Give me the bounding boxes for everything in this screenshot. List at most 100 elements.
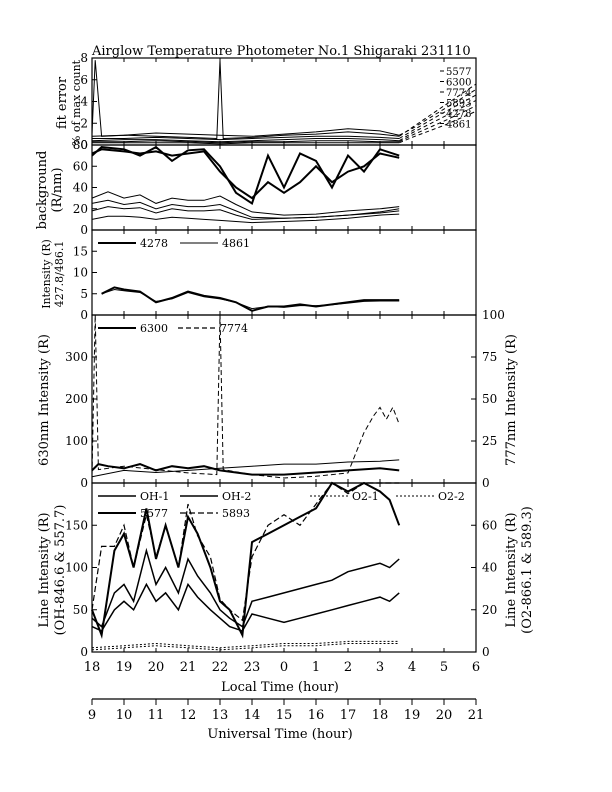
series-line-p5-OH-1 (91, 547, 400, 628)
p2-ytick-label: 80 (73, 138, 88, 152)
p1-ytick-label: 2 (80, 116, 88, 130)
xtick-local-label: 4 (408, 660, 416, 675)
p2-ytick-label: 60 (73, 159, 88, 173)
p2-ytick-label: 0 (80, 223, 88, 237)
p1-legend-7774: 7774 (446, 88, 471, 99)
p1-ylabel-1: fit error (55, 76, 70, 129)
series-tail-fit-5893 (398, 99, 477, 142)
p2-ylabel-1: background (35, 151, 50, 230)
p4-ytick-right-label: 25 (482, 434, 497, 448)
xaxis-local-label: Local Time (hour) (221, 680, 339, 695)
p3-ytick-label: 5 (80, 287, 88, 301)
p3-ytick-label: 0 (80, 308, 88, 322)
xtick-local-label: 0 (280, 660, 288, 675)
p3-ytick-label: 15 (73, 244, 88, 258)
p5-ytick-left-label: 50 (73, 603, 88, 617)
p1-ytick-label: 6 (80, 73, 88, 87)
xtick-local-label: 3 (376, 660, 384, 675)
series-line-p5-5893 (91, 482, 400, 622)
p4-ytick-left-label: 200 (65, 392, 88, 406)
p2-ytick-label: 20 (73, 202, 88, 216)
xtick-ut-label: 14 (244, 708, 261, 723)
p5-legend-oh1-label: OH-1 (140, 490, 169, 503)
p5-ytick-right-label: 0 (482, 645, 490, 659)
series-line-fit-5893 (91, 138, 400, 143)
p3-legend-4278-label: 4278 (140, 237, 168, 250)
xtick-local-label: 18 (84, 660, 101, 675)
series-line-int-4861 (101, 288, 400, 310)
xtick-ut-label: 11 (148, 708, 165, 723)
xtick-local-label: 5 (440, 660, 448, 675)
p4-legend-7774-label: 7774 (220, 322, 248, 335)
p4-ytick-right-label: 100 (482, 308, 505, 322)
xtick-ut-label: 9 (88, 708, 96, 723)
series-line-fit-5577 (91, 60, 400, 140)
p4-ytick-left-label: 100 (65, 434, 88, 448)
series-line-p5-5577 (91, 481, 401, 640)
series-line-p4-6300 (91, 463, 400, 476)
p1-ytick-label: 8 (80, 51, 88, 65)
p3-ytick-label: 10 (73, 266, 88, 280)
series-line-bg-c (91, 191, 400, 216)
xtick-ut-label: 21 (468, 708, 485, 723)
p4-ylabel-right: 777nm Intensity (R) (504, 334, 519, 466)
p5-ytick-right-label: 40 (482, 561, 497, 575)
p3-ylabel-1: Intensity (R) (40, 239, 53, 309)
p1-legend-5893: 5893 (446, 99, 471, 110)
series-line-p5-O2-2 (91, 643, 400, 651)
p1-ylabel-2: % of max count (70, 59, 83, 146)
p4-ytick-left-label: 0 (80, 476, 88, 490)
p5-ytick-right-label: 60 (482, 518, 497, 532)
p5-ylabel-left-1: Line Intensity (R) (37, 512, 52, 627)
p1-legend-4861: 4861 (446, 120, 471, 131)
series-tail-fit-4278 (398, 105, 477, 143)
series-line-bg-a (91, 145, 400, 205)
p3-ylabel-2: 427.8/486.1 (53, 241, 66, 308)
xtick-local-label: 1 (312, 660, 320, 675)
figure-title: Airglow Temperature Photometer No.1 Shig… (91, 44, 471, 59)
p4-ytick-right-label: 50 (482, 392, 497, 406)
p5-ytick-right-label: 20 (482, 603, 497, 617)
p5-legend-o22-label: O2-2 (438, 490, 465, 503)
p3-legend-4861-label: 4861 (222, 237, 250, 250)
p5-legend-5893-label: 5893 (222, 507, 250, 520)
p5-ytick-left-label: 0 (80, 645, 88, 659)
series-line-bg-e (91, 206, 400, 220)
series-line-int-4278 (101, 286, 400, 312)
p1-legend-5577: 5577 (446, 67, 471, 78)
series-line-p4-other (91, 459, 400, 478)
series-tail-fit-4861 (399, 110, 477, 144)
series-line-p4-7774 (91, 314, 400, 479)
p5-ylabel-left-2: (OH-846.6 & 557.7) (53, 505, 68, 636)
p5-ytick-left-label: 150 (65, 518, 88, 532)
p4-frame (91, 314, 477, 484)
series-line-bg-b (91, 148, 400, 200)
xtick-ut-label: 20 (436, 708, 453, 723)
xtick-ut-label: 17 (340, 708, 357, 723)
xtick-local-label: 19 (116, 660, 133, 675)
p4-ytick-right-label: 0 (482, 476, 490, 490)
series-line-p5-O2-1 (91, 640, 400, 649)
xtick-local-label: 2 (344, 660, 352, 675)
xtick-local-label: 21 (180, 660, 197, 675)
xtick-local-label: 23 (244, 660, 261, 675)
p2-ylabel-2: (R/nm) (50, 167, 65, 212)
xtick-ut-label: 16 (308, 708, 325, 723)
p5-ylabel-right-1: Line Intensity (R) (504, 512, 519, 627)
xtick-ut-label: 19 (404, 708, 421, 723)
p5-legend-5577-label: 5577 (140, 507, 168, 520)
p4-ytick-right-label: 75 (482, 350, 497, 364)
p5-legend-o21-label: O2-1 (352, 490, 379, 503)
xaxis-ut-label: Universal Time (hour) (207, 727, 352, 742)
series-line-fit-7774 (92, 135, 400, 141)
series-tail-fit-7774 (398, 94, 477, 139)
p4-ylabel-left: 630nm Intensity (R) (37, 334, 52, 466)
p4-legend-6300-label: 6300 (140, 322, 168, 335)
xtick-ut-label: 10 (116, 708, 133, 723)
series-line-fit-4861 (92, 142, 400, 145)
p1-legend-4278: 4278 (446, 109, 471, 120)
xtick-local-label: 22 (212, 660, 229, 675)
series-line-fit-6300 (91, 128, 400, 137)
p1-ytick-label: 4 (80, 95, 88, 109)
